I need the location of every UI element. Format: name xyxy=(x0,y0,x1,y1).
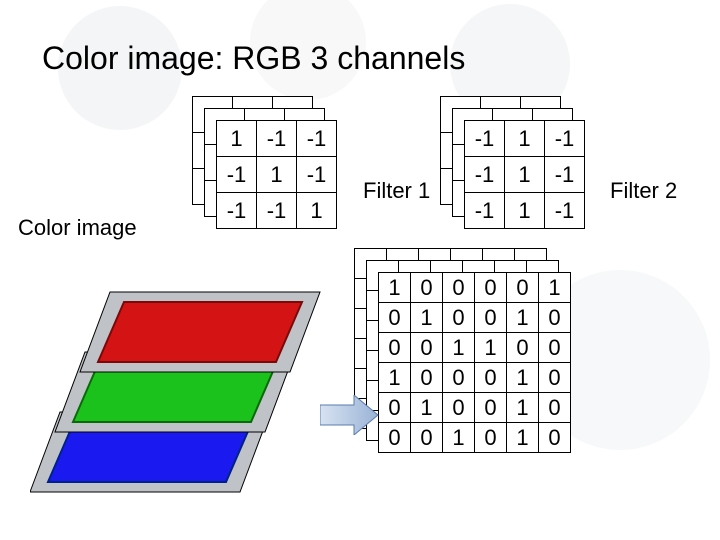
grid-cell: 0 xyxy=(475,423,507,453)
grid-cell: 1 xyxy=(507,393,539,423)
grid-cell: 0 xyxy=(379,393,411,423)
grid-cell: -1 xyxy=(545,193,585,229)
grid-cell: -1 xyxy=(545,157,585,193)
grid-cell: 1 xyxy=(379,273,411,303)
grid-cell: 0 xyxy=(475,363,507,393)
grid-cell: 0 xyxy=(379,303,411,333)
grid-cell: 1 xyxy=(379,363,411,393)
red-channel xyxy=(98,302,302,362)
grid-cell: 1 xyxy=(443,333,475,363)
grid-cell: 1 xyxy=(257,157,297,193)
grid-cell: 0 xyxy=(539,363,571,393)
grid-cell: 1 xyxy=(411,393,443,423)
grid-cell: -1 xyxy=(297,157,337,193)
grid-cell: 0 xyxy=(379,423,411,453)
grid-cell: 1 xyxy=(411,303,443,333)
grid-cell: 0 xyxy=(379,333,411,363)
grid-cell: -1 xyxy=(545,121,585,157)
grid-cell: -1 xyxy=(257,193,297,229)
arrow-icon xyxy=(320,395,380,440)
grid-layer: 100001010010001100100010010010001010 xyxy=(378,272,571,453)
grid-cell: 0 xyxy=(475,273,507,303)
rgb-channels-svg xyxy=(30,272,345,517)
grid-cell: 1 xyxy=(507,363,539,393)
grid-cell: 0 xyxy=(443,363,475,393)
filter1-label: Filter 1 xyxy=(363,178,430,204)
grid-cell: 1 xyxy=(507,303,539,333)
grid-cell: 0 xyxy=(411,333,443,363)
page-title: Color image: RGB 3 channels xyxy=(42,40,465,77)
grid-cell: 0 xyxy=(507,333,539,363)
grid-layer: -11-1-11-1-11-1 xyxy=(464,120,585,229)
grid-cell: 0 xyxy=(475,393,507,423)
filter2-label: Filter 2 xyxy=(610,178,677,204)
grid-cell: 0 xyxy=(539,333,571,363)
grid-cell: 1 xyxy=(505,193,545,229)
rgb-channel-stack xyxy=(30,272,345,517)
grid-cell: 0 xyxy=(411,363,443,393)
grid-cell: -1 xyxy=(465,157,505,193)
grid-cell: 0 xyxy=(475,303,507,333)
grid-cell: 0 xyxy=(539,303,571,333)
grid-cell: -1 xyxy=(217,193,257,229)
grid-cell: 1 xyxy=(297,193,337,229)
grid-cell: -1 xyxy=(465,121,505,157)
grid-cell: -1 xyxy=(465,193,505,229)
grid-cell: 1 xyxy=(475,333,507,363)
grid-cell: -1 xyxy=(217,157,257,193)
grid-cell: 0 xyxy=(443,303,475,333)
grid-cell: 1 xyxy=(217,121,257,157)
grid-cell: 1 xyxy=(505,157,545,193)
color-image-label: Color image xyxy=(18,215,137,241)
grid-cell: 0 xyxy=(443,393,475,423)
grid-layer: 1-1-1-11-1-1-11 xyxy=(216,120,337,229)
grid-cell: 1 xyxy=(507,423,539,453)
grid-cell: 0 xyxy=(443,273,475,303)
grid-cell: 1 xyxy=(443,423,475,453)
grid-cell: 0 xyxy=(539,423,571,453)
grid-cell: 1 xyxy=(539,273,571,303)
grid-cell: 0 xyxy=(411,423,443,453)
grid-cell: 0 xyxy=(507,273,539,303)
grid-cell: 0 xyxy=(539,393,571,423)
grid-cell: -1 xyxy=(257,121,297,157)
grid-cell: 0 xyxy=(411,273,443,303)
grid-cell: -1 xyxy=(297,121,337,157)
grid-cell: 1 xyxy=(505,121,545,157)
